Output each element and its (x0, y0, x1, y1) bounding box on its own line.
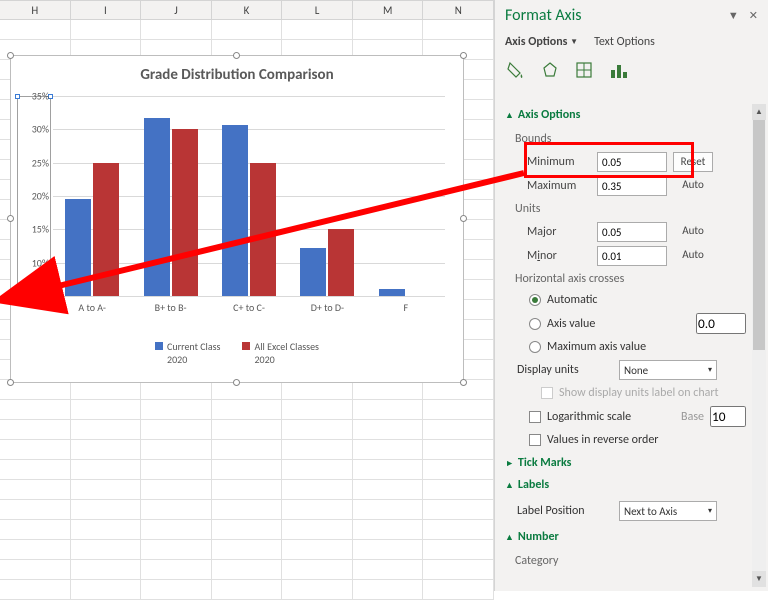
scroll-thumb[interactable] (753, 120, 765, 350)
scrollbar[interactable]: ▲ ▼ (752, 104, 766, 587)
maximum-label: Maximum (515, 179, 591, 193)
major-input[interactable] (597, 222, 667, 242)
axis-value-input[interactable] (696, 313, 746, 334)
radio-automatic[interactable]: Automatic (515, 290, 746, 310)
radio-max-axis-value[interactable]: Maximum axis value (515, 337, 746, 357)
plot-area[interactable]: 35%30%25%20%15%10%5%A to A-B+ to B-C+ to… (53, 96, 445, 296)
legend-item: Current Class 2020 (167, 340, 220, 366)
label-position-select[interactable]: Next to Axis▾ (619, 501, 717, 521)
resize-handle[interactable] (233, 52, 240, 59)
auto-button[interactable]: Auto (673, 246, 713, 266)
panel-menu-icon[interactable]: ▼ (728, 9, 739, 22)
resize-handle[interactable] (7, 52, 14, 59)
resize-handle[interactable] (460, 52, 467, 59)
section-axis-options[interactable]: ▲Axis Options (501, 104, 750, 126)
maximum-input[interactable] (597, 176, 667, 196)
tab-axis-options[interactable]: Axis Options ▼ (505, 35, 578, 49)
minor-label: Minor (515, 249, 591, 263)
display-units-select[interactable]: None▾ (619, 360, 717, 380)
category-label: Category (515, 550, 746, 572)
check-show-units-label: Show display units label on chart (515, 383, 746, 403)
axis-options-icon[interactable] (607, 59, 629, 81)
scroll-down-icon[interactable]: ▼ (752, 571, 766, 587)
hcross-label: Horizontal axis crosses (515, 268, 746, 290)
fill-line-icon[interactable] (505, 59, 527, 81)
radio-axis-value[interactable]: Axis value (515, 310, 746, 337)
resize-handle[interactable] (233, 379, 240, 386)
section-labels[interactable]: ▲Labels (501, 474, 750, 496)
section-number[interactable]: ▲Number (501, 526, 750, 548)
label-position-label: Label Position (517, 504, 613, 518)
panel-close-icon[interactable]: ✕ (749, 9, 758, 22)
column-headers: HIJKLMN (0, 0, 494, 20)
size-properties-icon[interactable] (573, 59, 595, 81)
scroll-up-icon[interactable]: ▲ (752, 104, 766, 120)
minor-input[interactable] (597, 246, 667, 266)
effects-icon[interactable] (539, 59, 561, 81)
units-label: Units (515, 198, 746, 220)
base-input[interactable] (710, 406, 746, 427)
check-reverse-order[interactable]: Values in reverse order (515, 430, 746, 450)
resize-handle[interactable] (460, 215, 467, 222)
base-label: Base (681, 410, 704, 424)
display-units-label: Display units (517, 363, 613, 377)
chart-container[interactable]: Grade Distribution Comparison 35%30%25%2… (10, 55, 464, 383)
auto-button[interactable]: Auto (673, 222, 713, 242)
panel-title: Format Axis (505, 6, 582, 25)
tab-text-options[interactable]: Text Options (594, 35, 655, 49)
chart-legend[interactable]: Current Class 2020 All Excel Classes 202… (11, 340, 463, 366)
chart-title[interactable]: Grade Distribution Comparison (11, 56, 463, 88)
highlight-box (524, 142, 694, 178)
major-label: Major (515, 225, 591, 239)
check-log-scale[interactable]: Logarithmic scaleBase (515, 403, 746, 430)
resize-handle[interactable] (460, 379, 467, 386)
legend-item: All Excel Classes 2020 (254, 340, 319, 366)
section-tick-marks[interactable]: ▲Tick Marks (501, 452, 750, 474)
auto-button[interactable]: Auto (673, 176, 713, 196)
resize-handle[interactable] (7, 379, 14, 386)
resize-handle[interactable] (7, 215, 14, 222)
format-axis-panel: Format Axis ▼ ✕ Axis Options ▼ Text Opti… (494, 0, 768, 591)
